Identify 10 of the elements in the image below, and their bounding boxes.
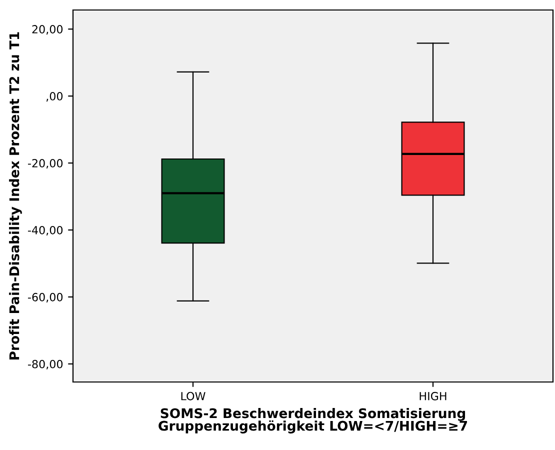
x-tick-label: LOW xyxy=(181,392,206,400)
y-tick-label: -60,00 xyxy=(28,292,63,302)
y-tick-label: -40,00 xyxy=(28,226,63,236)
y-tick-label: -20,00 xyxy=(28,158,63,169)
x-axis-title: SOMS-2 Beschwerdeindex Somatisierung Gruppenzugehörigkeit LOW=<7/HIGH=≥7 xyxy=(158,408,467,434)
y-axis-title: Profit Pain-Disability Index Prozent T2 zu T1 xyxy=(9,32,22,360)
x-tick-label: HIGH xyxy=(420,392,446,400)
y-tick-label: 20,00 xyxy=(32,25,63,35)
y-tick-label: ,00 xyxy=(46,92,63,102)
y-tick-label: -80,00 xyxy=(28,360,63,370)
